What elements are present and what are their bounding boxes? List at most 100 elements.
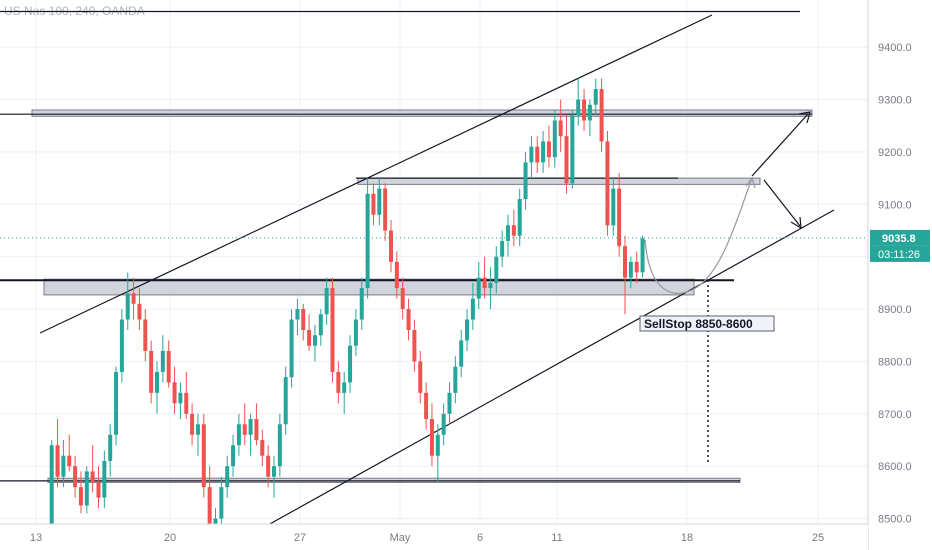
support-resistance-zone bbox=[31, 109, 813, 117]
x-tick-label: 27 bbox=[294, 532, 306, 544]
candle-body bbox=[184, 392, 189, 414]
candle-body bbox=[143, 319, 148, 351]
channel-lower-line bbox=[267, 209, 835, 526]
candle-body bbox=[453, 366, 458, 393]
support-resistance-zone bbox=[357, 177, 761, 185]
arrow-up-head bbox=[798, 111, 811, 124]
candle-body bbox=[529, 146, 534, 163]
annotation-text: SellStop 8850-8600 bbox=[644, 317, 753, 331]
candle-body bbox=[49, 445, 54, 543]
candle-body bbox=[108, 434, 113, 461]
candle-body bbox=[470, 298, 475, 320]
candle-body bbox=[541, 141, 546, 163]
candle-body bbox=[242, 424, 247, 435]
candle-body bbox=[61, 455, 66, 477]
arrow-up-line bbox=[751, 113, 809, 177]
candle-body bbox=[546, 141, 551, 158]
candle-body bbox=[394, 261, 399, 289]
countdown-tag bbox=[870, 245, 930, 262]
candle-body bbox=[371, 193, 376, 215]
candle-body bbox=[500, 240, 505, 257]
candle-body bbox=[312, 335, 317, 346]
candle-body bbox=[494, 256, 499, 283]
candle-body bbox=[623, 246, 627, 278]
candle-body bbox=[412, 330, 417, 362]
candle-body bbox=[190, 413, 195, 435]
candle-body bbox=[441, 413, 446, 435]
candle-body bbox=[195, 424, 200, 435]
x-tick-label: 13 bbox=[30, 532, 42, 544]
candle-body bbox=[418, 361, 423, 393]
candle-body bbox=[84, 471, 89, 506]
y-tick-label: 8800.0 bbox=[878, 356, 912, 368]
channel-upper-line bbox=[39, 14, 713, 334]
candle-body bbox=[365, 193, 370, 289]
candle-body bbox=[593, 89, 598, 105]
x-tick-label: 6 bbox=[477, 532, 483, 544]
candle-body bbox=[465, 319, 470, 341]
x-tick-label: 18 bbox=[681, 532, 693, 544]
current-price-label: 9035.8 bbox=[882, 233, 916, 245]
candle-body bbox=[73, 466, 78, 488]
candle-body bbox=[225, 466, 230, 488]
y-tick-label: 8500.0 bbox=[878, 514, 912, 526]
candle-body bbox=[400, 288, 405, 310]
y-tick-label: 9400.0 bbox=[878, 42, 912, 54]
annotation-box bbox=[639, 315, 775, 332]
countdown-label: 03:11:26 bbox=[878, 249, 920, 261]
candle-body bbox=[172, 382, 177, 404]
y-tick-label: 8900.0 bbox=[878, 304, 912, 316]
candle-body bbox=[324, 288, 329, 315]
candle-body bbox=[102, 460, 107, 498]
candle-body bbox=[383, 188, 388, 231]
y-tick-label: 9100.0 bbox=[878, 199, 912, 211]
candle-body bbox=[353, 319, 358, 346]
candle-body bbox=[511, 225, 516, 236]
candle-body bbox=[482, 277, 487, 289]
candle-body bbox=[295, 309, 300, 320]
projection-path bbox=[644, 177, 753, 294]
candle-body bbox=[611, 188, 616, 226]
candle-body bbox=[587, 104, 592, 121]
candle-body bbox=[389, 230, 393, 262]
candle-body bbox=[96, 481, 101, 498]
candle-body bbox=[617, 188, 622, 247]
candle-body bbox=[55, 445, 60, 477]
projection-arrowhead bbox=[745, 176, 756, 189]
candle-body bbox=[137, 303, 142, 320]
candle-body bbox=[166, 350, 171, 383]
candle-body bbox=[576, 99, 581, 116]
x-tick-label: May bbox=[390, 532, 411, 544]
y-tick-label: 9200.0 bbox=[878, 147, 912, 159]
arrow-down-head bbox=[790, 216, 802, 230]
candle-body bbox=[277, 424, 282, 467]
candle-body bbox=[330, 288, 335, 372]
y-tick-label: 8700.0 bbox=[878, 409, 912, 421]
candle-body bbox=[359, 288, 364, 320]
candle-body bbox=[231, 445, 236, 467]
candle-body bbox=[266, 455, 271, 477]
candle-body bbox=[283, 377, 288, 425]
candle-body bbox=[605, 141, 610, 226]
candle-body bbox=[307, 330, 312, 346]
x-tick-label: 25 bbox=[812, 532, 824, 544]
candle-body bbox=[476, 277, 481, 299]
candle-body bbox=[260, 440, 265, 456]
candle-body bbox=[67, 455, 72, 467]
price-axis-background bbox=[868, 0, 932, 550]
candle-body bbox=[149, 350, 154, 393]
y-tick-label: 8600.0 bbox=[878, 461, 912, 473]
candle-body bbox=[318, 314, 323, 336]
candle-body bbox=[377, 188, 382, 215]
candle-body bbox=[248, 419, 253, 435]
candle-body bbox=[236, 424, 241, 446]
candle-body bbox=[582, 99, 587, 121]
arrow-down-line bbox=[763, 179, 801, 227]
candle-body bbox=[517, 199, 522, 236]
candle-body bbox=[459, 340, 464, 367]
candle-body bbox=[272, 466, 276, 477]
candle-body bbox=[78, 487, 83, 506]
candle-body bbox=[570, 115, 575, 184]
candle-body bbox=[336, 371, 341, 393]
